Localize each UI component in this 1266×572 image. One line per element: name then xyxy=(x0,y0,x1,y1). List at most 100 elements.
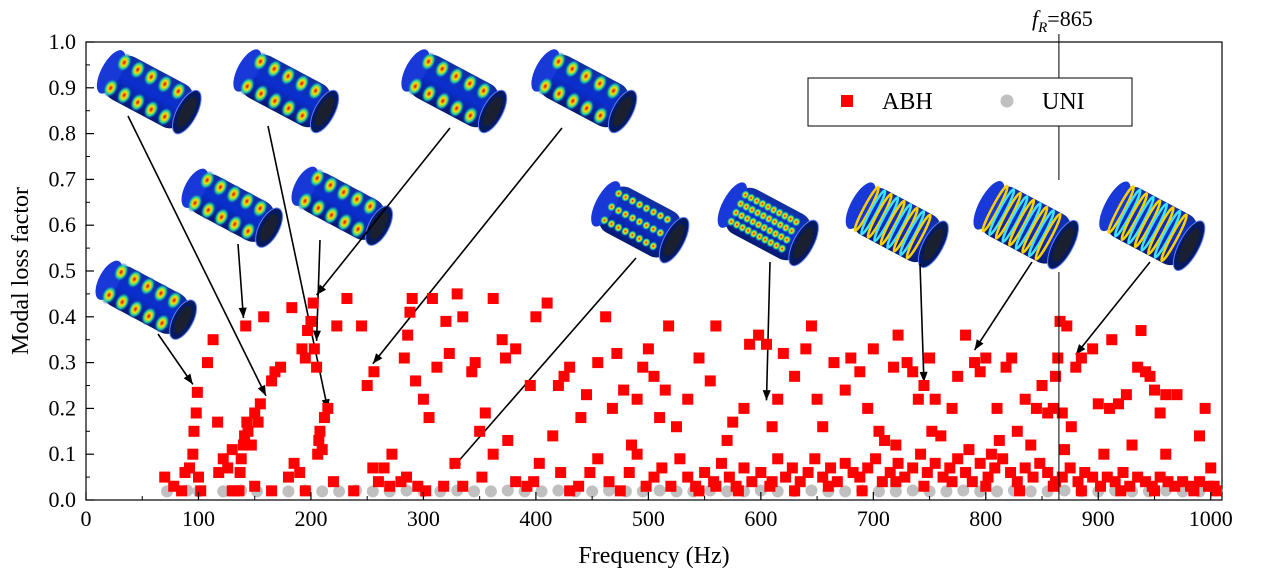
abh-point-101 xyxy=(663,320,675,332)
abh-point-288 xyxy=(710,480,722,492)
arrow-3 xyxy=(127,115,267,397)
abh-point-268 xyxy=(1072,476,1084,488)
abh-point-238 xyxy=(847,467,859,479)
abh-point-32 xyxy=(266,375,278,387)
abh-point-9 xyxy=(192,471,204,483)
abh-point-113 xyxy=(766,421,778,433)
abh-point-269 xyxy=(1079,467,1091,479)
abh-point-26 xyxy=(242,425,254,437)
abh-point-49 xyxy=(316,444,328,456)
abh-point-43 xyxy=(307,297,319,309)
abh-point-81 xyxy=(524,380,536,391)
mode-inset-8 xyxy=(591,181,690,264)
abh-point-306 xyxy=(963,444,975,456)
abh-point-6 xyxy=(188,425,200,437)
abh-point-176 xyxy=(1194,430,1206,442)
abh-point-172 xyxy=(1149,384,1161,396)
abh-point-201 xyxy=(533,457,545,469)
uni-point-24 xyxy=(586,485,599,498)
uni-point-28 xyxy=(653,484,666,497)
abh-point-298 xyxy=(1014,485,1026,497)
mode-inset-2 xyxy=(181,168,284,248)
abh-point-112 xyxy=(760,338,772,350)
abh-point-138 xyxy=(946,402,958,414)
abh-point-83 xyxy=(541,297,553,309)
abh-point-4 xyxy=(183,462,195,474)
abh-point-224 xyxy=(738,462,750,474)
abh-point-180 xyxy=(226,485,238,497)
abh-point-300 xyxy=(1075,485,1087,497)
abh-point-141 xyxy=(969,357,981,369)
abh-point-78 xyxy=(496,334,508,346)
abh-point-40 xyxy=(299,352,311,364)
mode-inset-6 xyxy=(233,49,340,134)
x-tick-label-0: 0 xyxy=(81,506,92,531)
abh-point-65 xyxy=(417,393,429,405)
arrowhead-9 xyxy=(762,390,771,401)
abh-point-303 xyxy=(1188,485,1200,497)
abh-point-63 xyxy=(406,292,418,304)
abh-point-60 xyxy=(398,352,410,364)
abh-point-276 xyxy=(1132,471,1144,483)
abh-point-15 xyxy=(217,453,229,465)
y-tick-label-1.0: 1.0 xyxy=(49,29,77,54)
abh-point-277 xyxy=(1140,476,1152,488)
arrowhead-11 xyxy=(974,339,984,351)
abh-point-183 xyxy=(299,485,311,497)
y-tick-label-0.0: 0.0 xyxy=(49,487,77,512)
abh-point-58 xyxy=(384,480,396,492)
abh-point-208 xyxy=(603,476,615,488)
abh-point-284 xyxy=(1194,476,1206,488)
abh-point-199 xyxy=(521,480,533,492)
abh-point-195 xyxy=(476,471,488,483)
y-axis: 0.0 0.1 0.2 0.3 0.4 0.5 0.6 0.7 0.8 0.9 1.0 xyxy=(49,29,94,512)
abh-point-11 xyxy=(201,357,213,369)
fr-symbol: f xyxy=(1032,6,1041,31)
abh-point-310 xyxy=(1098,448,1110,460)
abh-point-301 xyxy=(1115,485,1127,497)
x-axis-title: Frequency (Hz) xyxy=(578,543,729,569)
abh-point-98 xyxy=(648,370,660,382)
abh-point-194 xyxy=(457,480,469,492)
abh-point-37 xyxy=(288,457,300,469)
abh-point-86 xyxy=(564,361,576,373)
abh-point-97 xyxy=(642,343,654,355)
uni-point-21 xyxy=(535,485,548,498)
abh-point-161 xyxy=(1075,352,1087,364)
arrow-7 xyxy=(372,127,563,365)
abh-point-130 xyxy=(892,329,904,341)
uni-point-9 xyxy=(333,485,346,498)
series-abh xyxy=(159,288,1222,497)
uni-point-13 xyxy=(400,484,413,497)
abh-point-228 xyxy=(772,453,784,465)
abh-point-90 xyxy=(600,311,612,323)
abh-point-35 xyxy=(282,471,294,483)
abh-point-8 xyxy=(191,386,203,398)
abh-point-41 xyxy=(302,325,314,337)
abh-point-248 xyxy=(921,467,933,479)
legend-marker-abh xyxy=(841,95,853,107)
uni-point-42 xyxy=(889,485,902,498)
abh-point-69 xyxy=(440,315,452,327)
abh-point-292 xyxy=(822,480,834,492)
y-tick-label-0.3: 0.3 xyxy=(49,350,77,375)
mode-inset-7 xyxy=(531,49,638,134)
mode-shape-insets xyxy=(95,49,1206,340)
abh-point-305 xyxy=(926,425,938,437)
abh-point-272 xyxy=(1101,471,1113,483)
abh-point-184 xyxy=(327,476,339,488)
abh-point-251 xyxy=(944,462,956,474)
mode-inset-10 xyxy=(845,182,949,269)
abh-point-185 xyxy=(348,485,360,497)
uni-point-22 xyxy=(552,484,565,497)
abh-point-189 xyxy=(401,471,413,483)
abh-point-273 xyxy=(1109,476,1121,488)
abh-point-282 xyxy=(1177,476,1189,488)
abh-point-289 xyxy=(732,485,744,497)
abh-point-125 xyxy=(862,402,874,414)
mode-inset-9 xyxy=(717,182,819,267)
abh-point-129 xyxy=(888,361,900,373)
abh-point-188 xyxy=(386,448,398,460)
abh-point-146 xyxy=(1000,361,1012,373)
abh-point-28 xyxy=(249,407,261,419)
